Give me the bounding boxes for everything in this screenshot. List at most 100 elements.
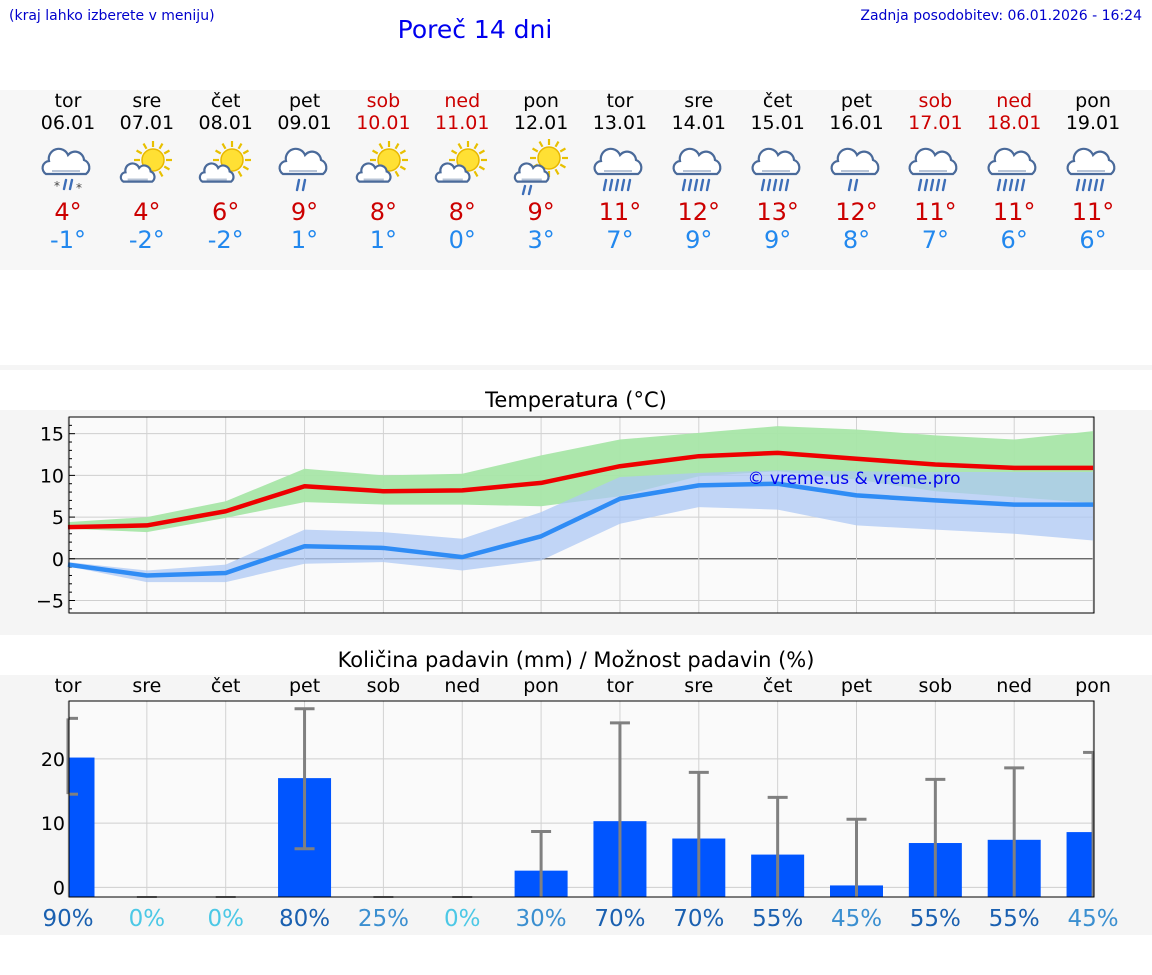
sun-ray: [237, 142, 243, 150]
day-date: 13.01: [592, 112, 648, 134]
day-name: čet: [210, 90, 241, 112]
precip-probability: 55%: [989, 906, 1040, 932]
cloud-shape: [513, 162, 550, 183]
day-date: 17.01: [908, 112, 963, 134]
sun-cloud-icon: [356, 141, 409, 183]
max-temp: 11°: [992, 198, 1036, 226]
max-temp: 4°: [133, 198, 161, 226]
rain-drop: [766, 178, 771, 192]
min-temp: -2°: [207, 226, 244, 254]
forecast-day: pet 09.01 9° 1°: [266, 90, 344, 254]
rain-drop: [918, 178, 923, 192]
sun-ray: [478, 149, 486, 155]
rain-drop: [930, 178, 935, 192]
icon-group: [356, 141, 409, 183]
min-temp: 7°: [921, 226, 949, 254]
day-name: pon: [1075, 90, 1111, 112]
sun-ray: [221, 142, 227, 150]
icon-group: [1066, 147, 1116, 192]
day-name: sob: [366, 90, 401, 112]
cloud-shape: [278, 147, 327, 176]
rain-drop: [608, 178, 614, 192]
y-tick-label: 10: [40, 465, 64, 487]
cloud-rain-icon: [829, 147, 879, 192]
max-temp: 11°: [598, 198, 642, 226]
max-temp: 11°: [1071, 198, 1115, 226]
rain-drop: [924, 178, 929, 192]
cloud-heavy-rain-icon: [987, 147, 1037, 192]
icon-group: [513, 139, 569, 196]
sun-ray: [237, 170, 243, 178]
max-temp: 12°: [835, 198, 878, 226]
cloud-shape: [435, 162, 471, 183]
rain-drop: [772, 178, 777, 192]
precip-probability: 45%: [831, 906, 882, 932]
icon-group: [829, 147, 879, 192]
max-temp: 6°: [212, 198, 240, 226]
precip-probability: 45%: [1067, 906, 1118, 932]
min-temp-range-band: [68, 470, 1094, 583]
rain-drop: [1002, 178, 1008, 192]
precip-bar: [69, 757, 95, 898]
icon-group: [119, 141, 172, 183]
day-name: pet: [840, 90, 873, 112]
sun-disc: [537, 146, 561, 170]
sun-ray: [142, 142, 148, 150]
forecast-day: sre 14.01 12° 9°: [660, 90, 738, 254]
day-name: tor: [54, 90, 82, 112]
sun-ray: [554, 168, 560, 176]
forecast-day: čet 15.01 13° 9°: [739, 90, 817, 254]
temperature-chart: 15 10 5 0 −5 © vreme.us & vreme.pro: [36, 416, 1095, 614]
cloud-shape: [829, 147, 879, 176]
sun-ray: [559, 163, 567, 169]
location-hint: (kraj lahko izberete v meniju): [9, 8, 215, 24]
sun-cloud-rain-icon: [513, 139, 569, 196]
x-category-label: pet: [289, 675, 320, 697]
sun-ray: [158, 142, 164, 150]
x-category-label: sre: [684, 675, 713, 697]
sun-ray: [478, 165, 486, 171]
day-name: čet: [762, 90, 793, 112]
precip-probability: 0%: [444, 906, 481, 932]
precip-probability: 80%: [279, 906, 330, 932]
day-name: sob: [918, 90, 953, 112]
rain-drop: [1099, 178, 1105, 192]
sun-ray: [400, 165, 407, 171]
max-temp: 9°: [527, 198, 555, 226]
cloud-shape: [198, 162, 235, 183]
rain-drop: [1020, 178, 1026, 192]
section-divider: [0, 365, 1152, 370]
day-date: 18.01: [986, 112, 1042, 134]
forecast-day: sob 10.01 8° 1°: [344, 90, 422, 254]
day-date: 06.01: [40, 112, 96, 134]
x-category-label: pon: [1075, 675, 1111, 697]
day-date: 15.01: [750, 112, 805, 134]
day-date: 09.01: [277, 112, 332, 134]
precip-probability: 0%: [129, 906, 166, 932]
day-name: pet: [288, 90, 321, 112]
icon-group: [593, 147, 643, 192]
rain-drop: [620, 178, 626, 192]
rain-drop: [68, 178, 74, 191]
icon-group: [751, 147, 800, 192]
rain-drop: [301, 178, 306, 192]
cloud-shape: [751, 147, 800, 176]
sun-cloud-icon: [119, 141, 172, 183]
sun-cloud-icon: [198, 141, 251, 183]
icon-group: [672, 147, 722, 192]
page-title: Poreč 14 dni: [397, 15, 553, 44]
cloud-rain-icon: [278, 147, 327, 192]
min-temp: 6°: [1000, 226, 1028, 254]
forecast-day: sre 07.01 4° -2°: [108, 90, 186, 254]
y-tick-label: 0: [52, 549, 64, 571]
cloud-shape: [119, 162, 156, 183]
day-name: pon: [523, 90, 559, 112]
max-temp-line: [67, 450, 1094, 530]
rain-drop: [693, 178, 698, 192]
rain-drop: [681, 178, 686, 192]
forecast-day: ned 18.01 11° 6°: [975, 90, 1053, 254]
rain-drop: [521, 184, 527, 196]
sun-cloud-icon: [435, 141, 488, 183]
rain-drop: [936, 178, 941, 192]
precip-probability: 90%: [42, 906, 93, 932]
